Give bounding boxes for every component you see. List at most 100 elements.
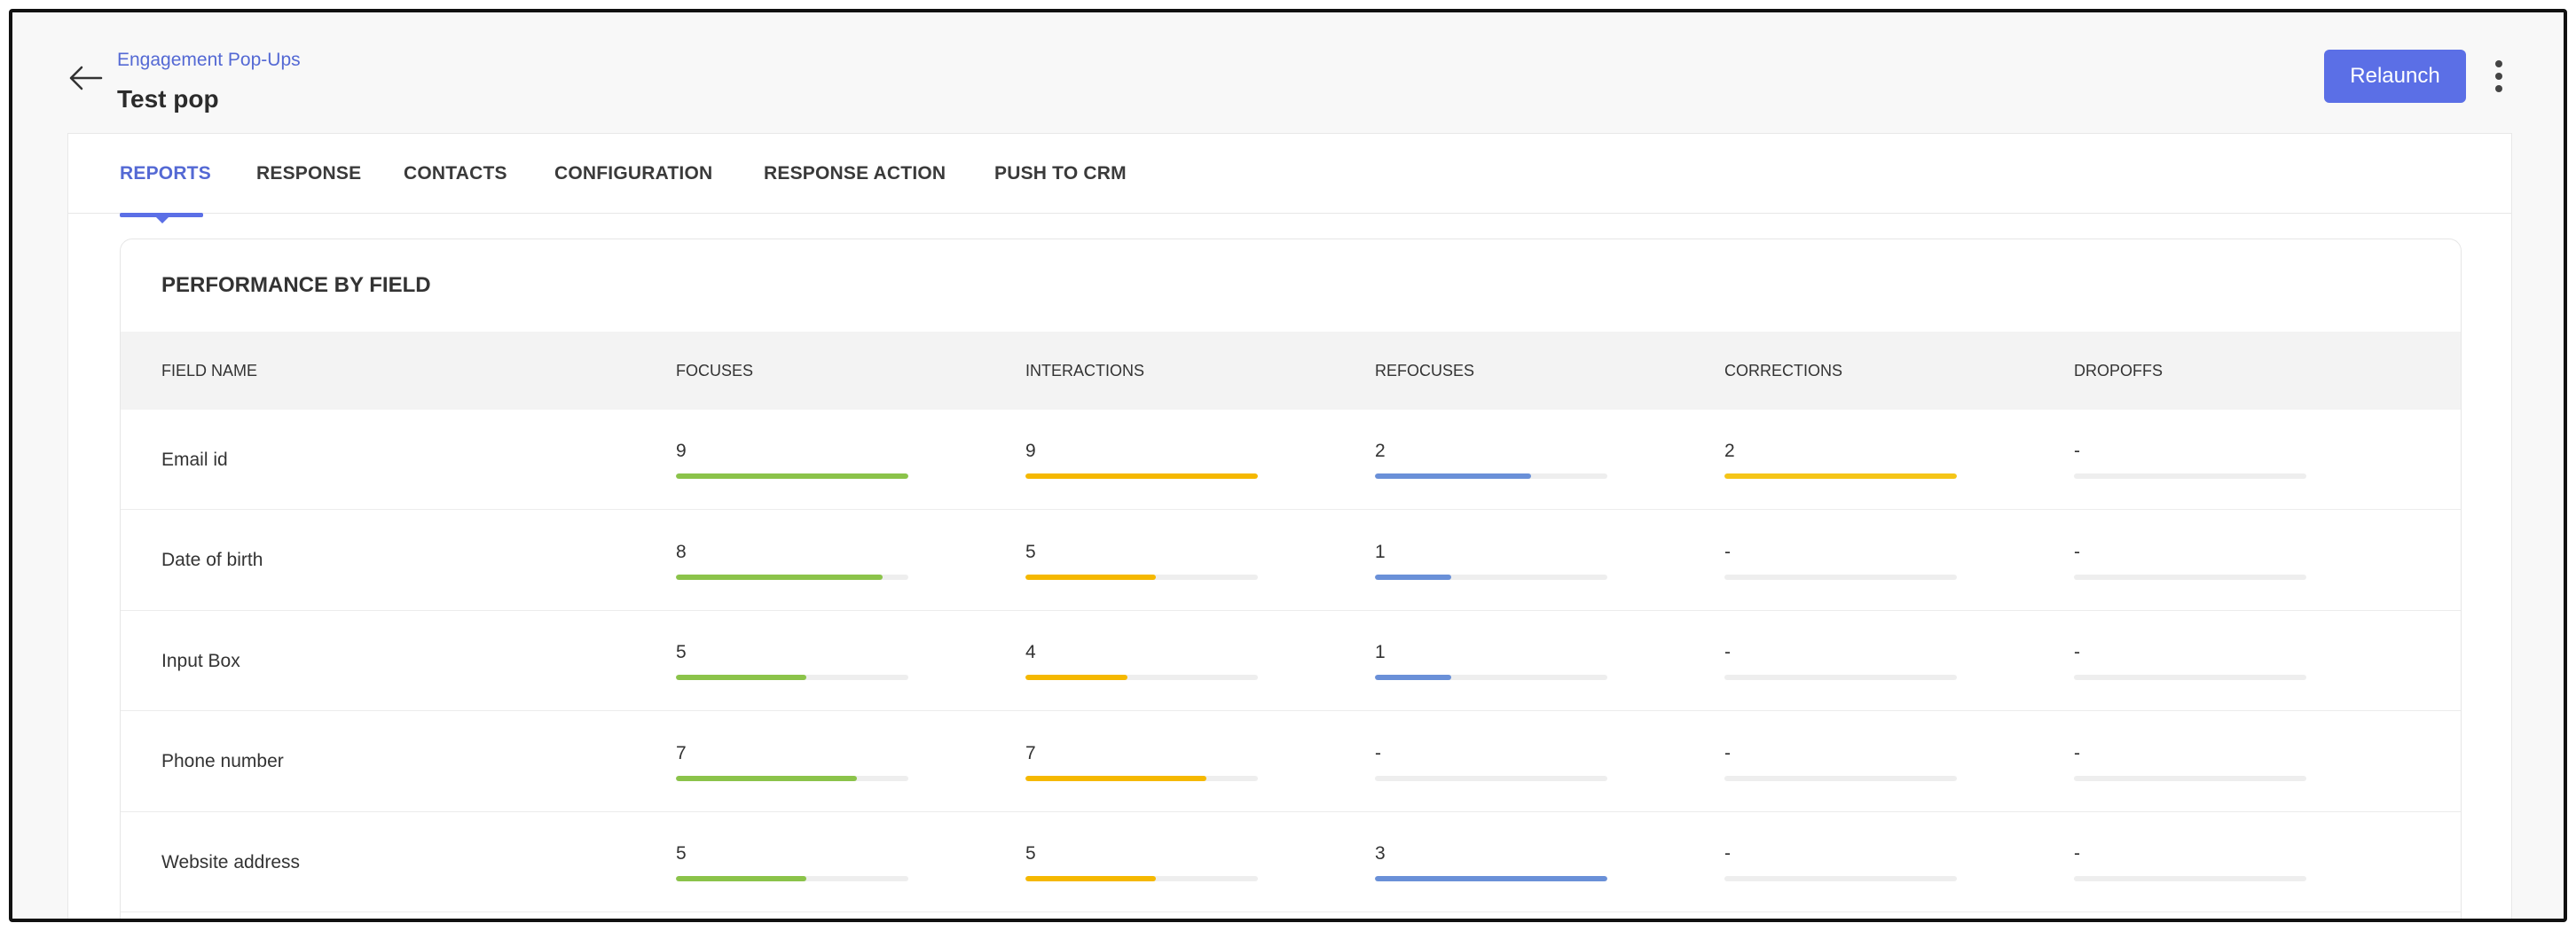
dropoffs-bar-track xyxy=(2074,574,2306,580)
interactions-bar-track xyxy=(1025,675,1258,680)
focuses-value: 5 xyxy=(676,843,687,864)
focuses-value: 7 xyxy=(676,742,687,763)
refocuses-bar-track xyxy=(1375,675,1607,680)
interactions-cell: 4 xyxy=(1025,641,1258,680)
focuses-cell: 5 xyxy=(676,641,908,680)
dropoffs-value: - xyxy=(2074,441,2080,461)
active-tab-indicator xyxy=(120,213,203,223)
interactions-bar-track xyxy=(1025,876,1258,881)
refocuses-bar-track xyxy=(1375,775,1607,781)
column-header-focuses: FOCUSES xyxy=(676,361,754,379)
interactions-bar-fill xyxy=(1025,675,1128,680)
focuses-bar-fill xyxy=(676,473,908,479)
focuses-bar-track xyxy=(676,775,908,781)
refocuses-value: 1 xyxy=(1375,642,1386,662)
focuses-value: 5 xyxy=(676,642,687,662)
breadcrumb-link[interactable]: Engagement Pop-Ups xyxy=(117,50,301,70)
dropoffs-bar-track xyxy=(2074,876,2306,881)
more-options-button[interactable] xyxy=(2484,53,2514,99)
focuses-bar-fill xyxy=(676,775,858,781)
tab-configuration[interactable]: CONFIGURATION xyxy=(554,163,713,184)
field-name-cell: Email id xyxy=(161,449,228,470)
tab-response-action[interactable]: RESPONSE ACTION xyxy=(764,163,946,184)
dropoffs-cell: - xyxy=(2074,842,2306,881)
column-header-corrections: CORRECTIONS xyxy=(1724,361,1843,379)
interactions-cell: 5 xyxy=(1025,541,1258,580)
focuses-cell: 7 xyxy=(676,742,908,781)
interactions-value: 7 xyxy=(1025,742,1036,763)
kebab-dot-icon xyxy=(2495,60,2502,67)
interactions-value: 4 xyxy=(1025,642,1036,662)
table-row: Website address 5 5 3 - - xyxy=(121,812,2461,912)
corrections-value: 2 xyxy=(1724,441,1735,461)
column-header-refocuses: REFOCUSES xyxy=(1375,361,1475,379)
tab-push-to-crm[interactable]: PUSH TO CRM xyxy=(994,163,1127,184)
field-name-cell: Date of birth xyxy=(161,550,263,570)
back-button[interactable] xyxy=(64,57,106,99)
interactions-value: 5 xyxy=(1025,843,1036,864)
interactions-bar-fill xyxy=(1025,473,1258,479)
refocuses-bar-fill xyxy=(1375,675,1452,680)
refocuses-bar-track xyxy=(1375,473,1607,479)
tab-reports[interactable]: REPORTS xyxy=(120,163,211,184)
dropoffs-value: - xyxy=(2074,642,2080,662)
main-panel: REPORTS RESPONSE CONTACTS CONFIGURATION … xyxy=(67,133,2512,919)
focuses-cell: 9 xyxy=(676,440,908,479)
interactions-cell: 5 xyxy=(1025,842,1258,881)
focuses-cell: 8 xyxy=(676,541,908,580)
refocuses-bar-fill xyxy=(1375,473,1531,479)
dropoffs-bar-track xyxy=(2074,675,2306,680)
card-title: PERFORMANCE BY FIELD xyxy=(161,273,431,297)
interactions-bar-fill xyxy=(1025,574,1156,580)
corrections-value: - xyxy=(1724,541,1731,562)
focuses-bar-track xyxy=(676,876,908,881)
field-name-cell: Input Box xyxy=(161,650,240,671)
column-header-field-name: FIELD NAME xyxy=(161,361,258,379)
interactions-bar-track xyxy=(1025,574,1258,580)
refocuses-cell: 1 xyxy=(1375,541,1607,580)
dropoffs-cell: - xyxy=(2074,742,2306,781)
focuses-value: 8 xyxy=(676,541,687,562)
kebab-dot-icon xyxy=(2495,85,2502,92)
interactions-bar-fill xyxy=(1025,775,1207,781)
dropoffs-cell: - xyxy=(2074,541,2306,580)
column-header-dropoffs: DROPOFFS xyxy=(2074,361,2164,379)
refocuses-bar-fill xyxy=(1375,876,1607,881)
corrections-cell: - xyxy=(1724,842,1957,881)
corrections-bar-track xyxy=(1724,876,1957,881)
corrections-bar-fill xyxy=(1724,473,1957,479)
refocuses-bar-track xyxy=(1375,876,1607,881)
refocuses-cell: 1 xyxy=(1375,641,1607,680)
dropoffs-value: - xyxy=(2074,541,2080,562)
page-title: Test pop xyxy=(117,85,219,113)
table-header: FIELD NAME FOCUSES INTERACTIONS REFOCUSE… xyxy=(121,332,2461,410)
corrections-bar-track xyxy=(1724,473,1957,479)
refocuses-value: 3 xyxy=(1375,843,1386,864)
relaunch-button[interactable]: Relaunch xyxy=(2324,50,2466,103)
dropoffs-bar-track xyxy=(2074,473,2306,479)
refocuses-value: - xyxy=(1375,742,1381,763)
tab-contacts[interactable]: CONTACTS xyxy=(404,163,507,184)
dropoffs-cell: - xyxy=(2074,641,2306,680)
interactions-bar-track xyxy=(1025,775,1258,781)
focuses-bar-track xyxy=(676,675,908,680)
corrections-cell: - xyxy=(1724,742,1957,781)
table-row: Email id 9 9 2 2 - xyxy=(121,410,2461,510)
dropoffs-value: - xyxy=(2074,843,2080,864)
focuses-bar-fill xyxy=(676,675,806,680)
kebab-dot-icon xyxy=(2495,73,2502,80)
corrections-cell: - xyxy=(1724,641,1957,680)
focuses-bar-track xyxy=(676,473,908,479)
tab-bar: REPORTS RESPONSE CONTACTS CONFIGURATION … xyxy=(68,134,2511,223)
focuses-bar-track xyxy=(676,574,908,580)
arrow-left-icon xyxy=(69,66,103,90)
corrections-bar-track xyxy=(1724,675,1957,680)
focuses-bar-fill xyxy=(676,574,884,580)
focuses-cell: 5 xyxy=(676,842,908,881)
refocuses-cell: - xyxy=(1375,742,1607,781)
refocuses-value: 2 xyxy=(1375,441,1386,461)
refocuses-cell: 3 xyxy=(1375,842,1607,881)
table-row: Phone number 7 7 - - - xyxy=(121,712,2461,812)
refocuses-value: 1 xyxy=(1375,541,1386,562)
tab-response[interactable]: RESPONSE xyxy=(256,163,362,184)
